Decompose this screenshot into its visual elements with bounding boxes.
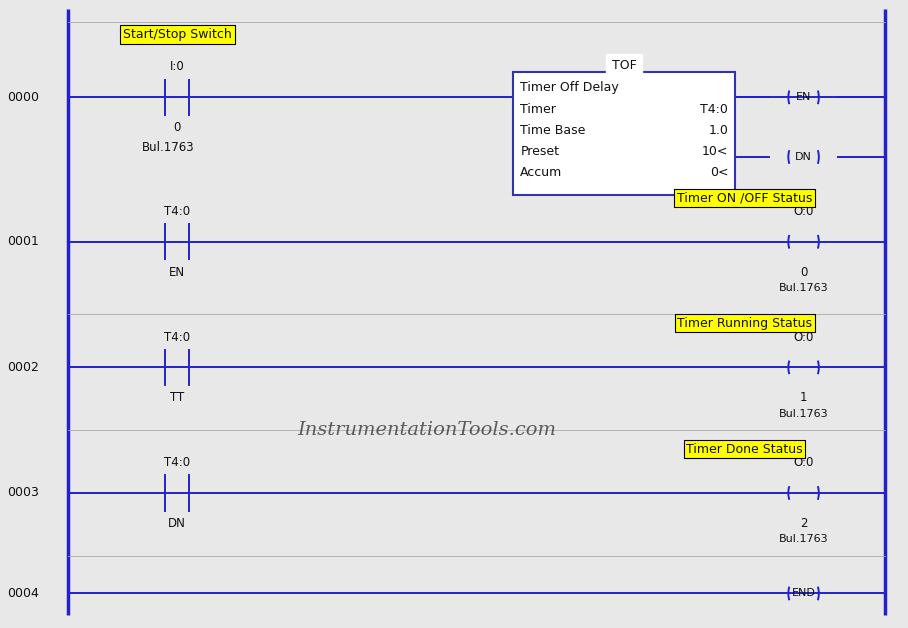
Bar	[513, 72, 735, 195]
Text: TT: TT	[170, 391, 184, 404]
Text: EN: EN	[169, 266, 185, 279]
Text: 1: 1	[800, 391, 807, 404]
Text: DN: DN	[795, 152, 812, 162]
Text: 0: 0	[800, 266, 807, 279]
Text: T4:0: T4:0	[164, 205, 190, 218]
Text: Preset: Preset	[520, 145, 559, 158]
Text: 0<: 0<	[710, 166, 728, 179]
Text: Bul.1763: Bul.1763	[142, 141, 194, 154]
Text: EN: EN	[796, 92, 811, 102]
Text: 10<: 10<	[702, 145, 728, 158]
Text: Bul.1763: Bul.1763	[779, 283, 828, 293]
Text: 0: 0	[173, 121, 181, 134]
Text: 0000: 0000	[6, 91, 39, 104]
Text: Time Base: Time Base	[520, 124, 586, 137]
Text: T4:0: T4:0	[164, 456, 190, 469]
Text: T4:0: T4:0	[700, 102, 728, 116]
Text: T4:0: T4:0	[164, 330, 190, 344]
Text: Timer ON /OFF Status: Timer ON /OFF Status	[676, 192, 813, 204]
Text: 0003: 0003	[6, 487, 39, 499]
Text: InstrumentationTools.com: InstrumentationTools.com	[297, 421, 557, 439]
Text: Timer Running Status: Timer Running Status	[677, 317, 812, 330]
Text: Timer: Timer	[520, 102, 557, 116]
Text: TOF: TOF	[612, 59, 637, 72]
Text: 0002: 0002	[6, 361, 39, 374]
Text: Timer Done Status: Timer Done Status	[686, 443, 803, 455]
Text: I:0: I:0	[170, 60, 184, 73]
Text: 2: 2	[800, 517, 807, 530]
Text: DN: DN	[168, 517, 186, 530]
Text: 1.0: 1.0	[708, 124, 728, 137]
Text: Timer Off Delay: Timer Off Delay	[520, 82, 619, 94]
Text: Start/Stop Switch: Start/Stop Switch	[123, 28, 232, 41]
Text: 0004: 0004	[6, 587, 39, 600]
Text: 0001: 0001	[6, 236, 39, 248]
Text: O:0: O:0	[794, 456, 814, 469]
Text: O:0: O:0	[794, 330, 814, 344]
Text: Bul.1763: Bul.1763	[779, 409, 828, 419]
Text: O:0: O:0	[794, 205, 814, 218]
Text: END: END	[792, 588, 815, 598]
Text: Accum: Accum	[520, 166, 563, 179]
Text: Bul.1763: Bul.1763	[779, 534, 828, 544]
